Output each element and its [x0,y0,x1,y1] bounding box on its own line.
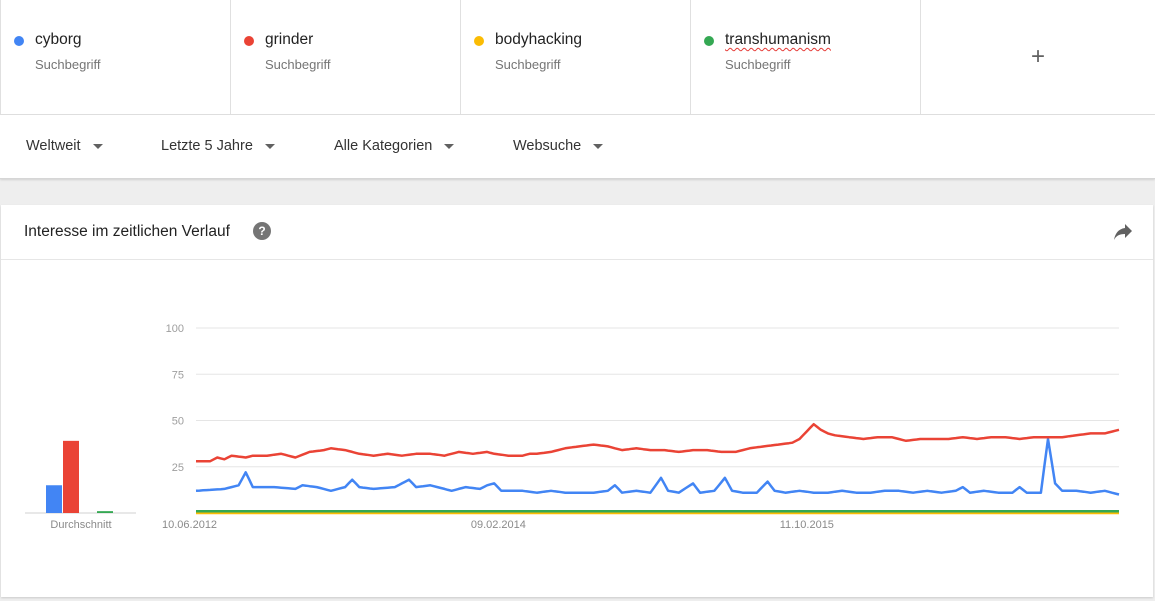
series-line-cyborg [195,437,1120,496]
category-dropdown[interactable]: Alle Kategorien [334,138,455,154]
card-header: Interesse im zeitlichen Verlauf ? [1,205,1153,260]
term-name: transhumanism [725,31,831,48]
help-icon[interactable]: ? [253,222,271,240]
term-type: Suchbegriff [35,57,101,72]
term-name: bodyhacking [495,31,583,48]
y-tick-label: 25 [172,462,184,474]
term-type: Suchbegriff [495,57,561,72]
term-name: grinder [265,31,314,48]
search-type-label: Websuche [513,138,582,154]
series-color-dot [244,36,254,46]
series-color-dot [474,36,484,46]
caret-down-icon [92,144,103,149]
caret-down-icon [264,144,275,149]
x-tick-label: 10.06.2012 [162,519,217,531]
series-color-dot [14,36,24,46]
average-label: Durchschnitt [50,519,111,531]
interest-over-time-card: Interesse im zeitlichen Verlauf ? 100 75 5… [1,205,1153,597]
filters-bar: Weltweit Letzte 5 Jahre Alle Kategorien … [0,115,1155,179]
region-label: Weltweit [26,138,81,154]
term-type: Suchbegriff [725,57,791,72]
category-label: Alle Kategorien [334,138,433,154]
plus-icon: + [1030,43,1045,70]
series-line-grinder [196,422,1120,463]
add-term-button[interactable]: + [920,0,1155,114]
time-range-label: Letzte 5 Jahre [161,138,253,154]
term-card-grinder[interactable]: grinder Suchbegriff [230,0,460,115]
caret-down-icon [593,144,604,149]
term-type: Suchbegriff [265,57,331,72]
card-title: Interesse im zeitlichen Verlauf [24,223,230,240]
term-name: cyborg [35,31,82,48]
term-card-bodyhacking[interactable]: bodyhacking Suchbegriff [460,0,690,115]
search-terms-bar: cyborg Suchbegriff grinder Suchbegriff b… [0,0,1155,115]
y-tick-label: 75 [172,369,184,381]
average-bar-grinder [63,440,79,513]
x-tick-label: 11.10.2015 [780,519,834,531]
series-color-dot [704,36,714,46]
x-tick-label: 09.02.2014 [471,519,526,531]
y-tick-label: 50 [172,416,184,428]
average-bar-transhumanism [97,511,113,513]
average-bar-cyborg [46,485,62,513]
y-tick-label: 100 [166,323,184,335]
interest-chart[interactable]: 100 75 50 25 10.06.2012 09.02.2014 11.10.2015 D… [1,260,1153,597]
term-card-transhumanism[interactable]: transhumanism Suchbegriff [690,0,920,115]
share-icon[interactable] [1113,223,1133,241]
region-dropdown[interactable]: Weltweit [26,138,103,154]
search-type-dropdown[interactable]: Websuche [513,138,604,154]
time-range-dropdown[interactable]: Letzte 5 Jahre [161,138,275,154]
term-card-cyborg[interactable]: cyborg Suchbegriff [0,0,230,115]
caret-down-icon [444,144,455,149]
